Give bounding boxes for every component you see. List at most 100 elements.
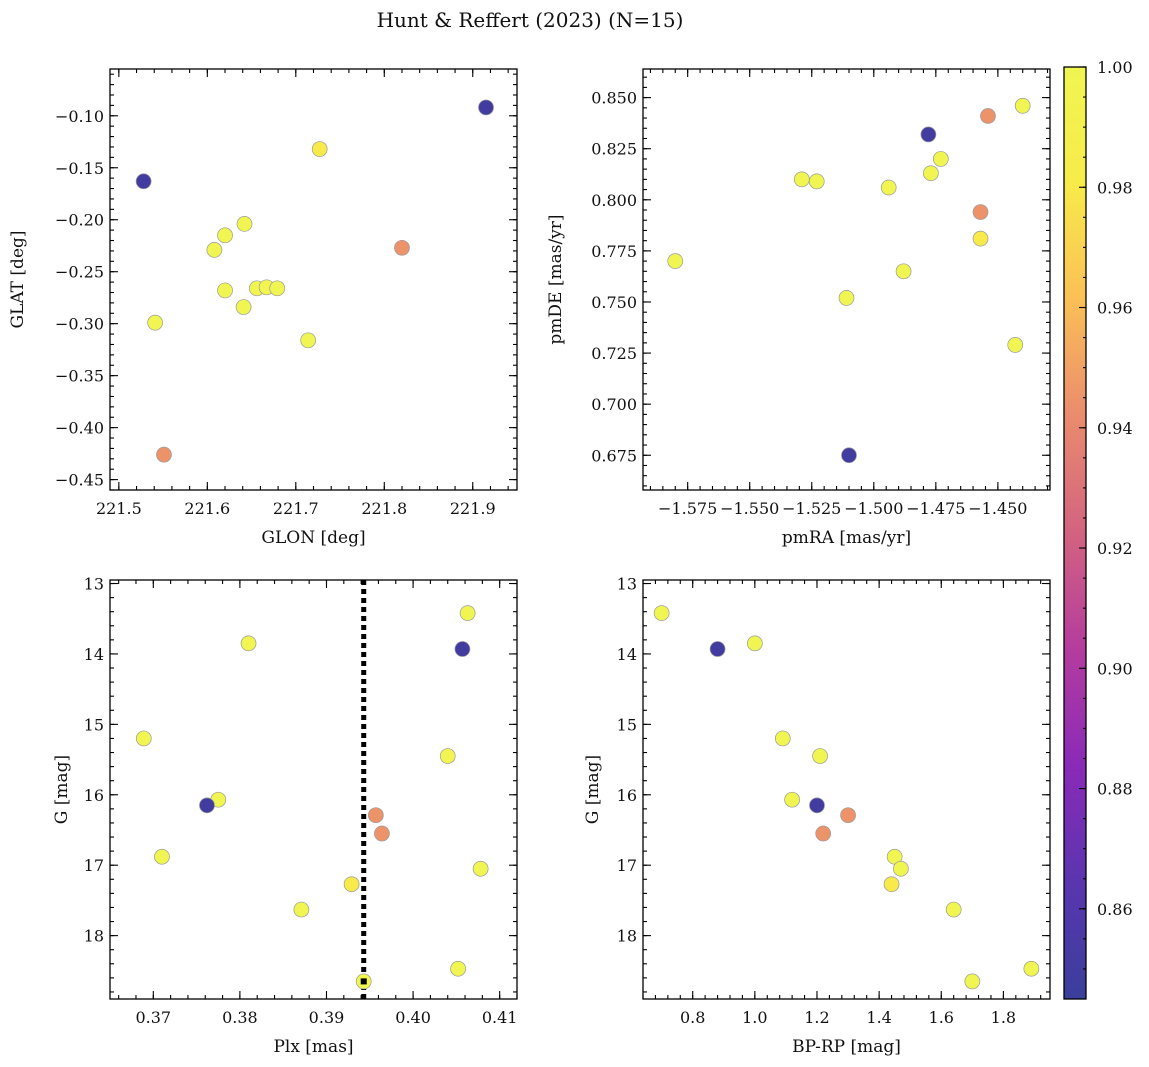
y-tick-label: 14: [617, 645, 637, 664]
x-tick-label: −1.525: [782, 499, 841, 518]
x-tick-label: 0.41: [482, 1008, 518, 1027]
data-point: [809, 797, 825, 814]
y-tick-label: 0.850: [591, 89, 637, 108]
y-tick-label: 0.700: [591, 395, 637, 414]
y-tick-label: 13: [617, 575, 637, 594]
y-tick-label: −0.20: [55, 211, 104, 230]
colorbar-tick-label: 0.90: [1097, 659, 1133, 678]
data-point: [920, 126, 937, 143]
data-point: [972, 204, 989, 220]
x-tick-label: 1.2: [804, 1008, 829, 1027]
y-tick-label: 16: [84, 786, 104, 805]
panel-plx-g: 0.37 0.38 0.39 0.40 0.41 13 14 15 16 17 18 Plx [mas…: [52, 575, 518, 1057]
y-tick-label: 17: [617, 856, 637, 875]
axes-frame: [109, 579, 518, 1000]
colorbar-tick-label: 0.88: [1097, 780, 1133, 799]
y-tick-label: 18: [617, 927, 637, 946]
y-tick-label: 0.750: [591, 293, 637, 312]
colorbar-tick-label: 0.92: [1097, 539, 1133, 558]
data-point: [667, 253, 684, 269]
data-point: [1023, 960, 1040, 977]
panel-pmra-pmde: −1.575 −1.550 −1.525 −1.500 −1.475 −1.450 0.67…: [546, 68, 1051, 548]
data-point: [217, 282, 233, 299]
data-point: [450, 960, 466, 977]
colorbar-tick-label: 0.96: [1097, 299, 1133, 318]
minor-ticks: [642, 580, 1050, 999]
y-tick-label: 16: [617, 786, 637, 805]
x-axis-label: Plx [mas]: [273, 1037, 353, 1057]
data-point: [472, 860, 489, 877]
data-point: [439, 748, 456, 764]
x-tick-label: 0.38: [222, 1008, 258, 1027]
data-point: [841, 447, 857, 464]
data-point: [156, 446, 172, 463]
data-point: [880, 179, 897, 196]
y-tick-label: 14: [84, 645, 104, 664]
colorbar-tick-label: 1.00: [1097, 58, 1133, 77]
x-tick-label: 1.8: [991, 1008, 1016, 1027]
data-point: [394, 239, 410, 256]
x-tick-label: 1.4: [866, 1008, 891, 1027]
data-point: [454, 641, 471, 657]
y-tick-label: −0.15: [55, 159, 104, 178]
x-axis-label: pmRA [mas/yr]: [782, 528, 911, 548]
data-point: [746, 635, 763, 652]
data-point: [980, 108, 996, 124]
data-point: [653, 605, 670, 621]
x-tick-label: −1.575: [658, 499, 717, 518]
data-point: [300, 332, 317, 349]
y-tick-label: −0.35: [55, 367, 104, 386]
y-tick-label: 17: [84, 856, 104, 875]
x-tick-label: −1.450: [968, 499, 1027, 518]
y-tick-label: 0.800: [591, 191, 637, 210]
x-tick-label: 1.0: [742, 1008, 767, 1027]
data-point: [459, 605, 476, 621]
data-point: [840, 807, 856, 824]
y-axis-label: G [mag]: [52, 755, 72, 824]
data-point: [293, 901, 310, 918]
data-point: [1014, 97, 1031, 114]
y-axis-label: G [mag]: [583, 755, 603, 824]
x-tick-label: 0.39: [309, 1008, 345, 1027]
x-axis-label: GLON [deg]: [261, 528, 365, 548]
data-point: [812, 748, 828, 764]
x-tick-label: 0.8: [680, 1008, 705, 1027]
x-tick-label: 0.37: [135, 1008, 171, 1027]
panel-bprp-g: 0.8 1.0 1.2 1.4 1.6 1.8 13 14 15 16 17 18 BP-RP [mag…: [583, 575, 1051, 1057]
data-point: [808, 173, 825, 190]
x-tick-label: 0.40: [395, 1008, 431, 1027]
y-tick-label: 15: [84, 715, 104, 734]
colorbar-tick-label: 0.94: [1097, 419, 1133, 438]
x-tick-label: 1.6: [929, 1008, 954, 1027]
data-point: [945, 901, 962, 918]
colorbar: 0.86 0.88 0.90 0.92 0.94 0.96 0.98 1.00: [1063, 58, 1133, 1000]
x-tick-label: −1.500: [844, 499, 903, 518]
y-axis-label: GLAT [deg]: [8, 230, 28, 328]
data-point: [374, 825, 390, 842]
data-point: [895, 263, 912, 280]
data-point: [923, 165, 939, 182]
y-tick-label: −0.10: [55, 107, 104, 126]
y-tick-label: 15: [617, 715, 637, 734]
data-point: [269, 280, 286, 297]
figure-title: Hunt & Reffert (2023) (N=15): [377, 8, 684, 32]
x-tick-label: 221.6: [184, 499, 230, 518]
data-point: [478, 99, 494, 116]
y-tick-label: −0.25: [55, 263, 104, 282]
x-tick-label: 221.7: [273, 499, 319, 518]
data-point: [311, 141, 328, 157]
data-point: [343, 876, 360, 893]
x-axis-label: BP-RP [mag]: [792, 1037, 901, 1057]
x-tick-label: 221.5: [96, 499, 142, 518]
minor-ticks: [643, 69, 1050, 490]
y-tick-label: 0.825: [591, 140, 637, 159]
data-point: [964, 973, 981, 990]
y-tick-label: 0.725: [591, 344, 637, 363]
data-point: [893, 860, 909, 877]
data-point: [774, 730, 791, 747]
data-point: [932, 151, 949, 167]
data-point: [784, 791, 800, 808]
data-point: [135, 173, 152, 190]
y-tick-label: 0.775: [591, 242, 637, 261]
data-point: [972, 230, 989, 247]
